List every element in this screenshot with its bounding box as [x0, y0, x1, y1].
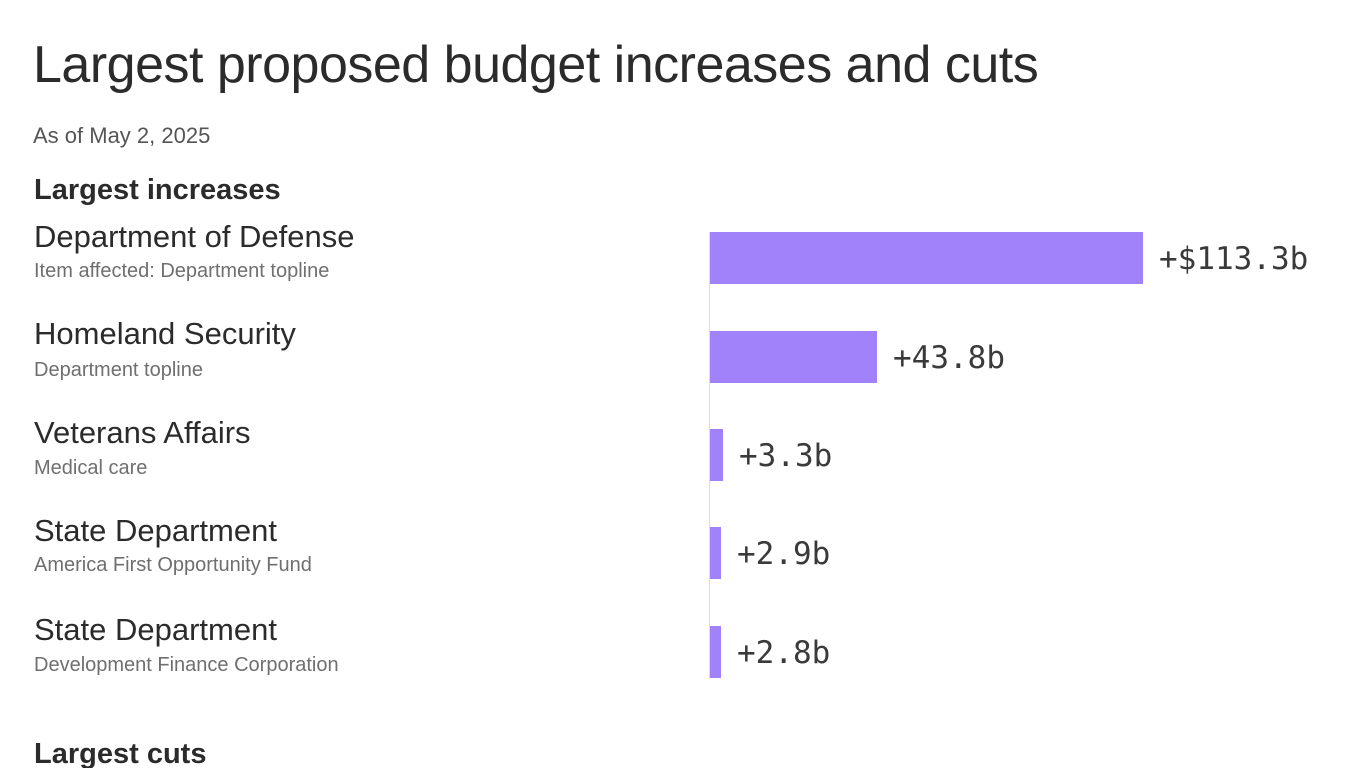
value-label-homeland-security: +43.8b	[893, 340, 1005, 376]
chart-subtitle: As of May 2, 2025	[33, 123, 211, 148]
chart-title: Largest proposed budget increases and cu…	[33, 36, 1039, 94]
bar-homeland-security	[710, 331, 877, 383]
bars-layer: +$113.3b +43.8b +3.3b +2.9b +2.8b	[710, 232, 1308, 678]
value-label-state-opportunity-fund: +2.9b	[737, 536, 830, 572]
value-label-state-development-finance: +2.8b	[737, 635, 830, 671]
increases-heading: Largest increases	[34, 174, 281, 206]
bar-veterans-affairs	[710, 429, 723, 481]
row-label-homeland-security: Homeland Security	[34, 316, 296, 351]
cuts-heading: Largest cuts	[34, 738, 207, 768]
row-sublabel-state-development-finance: Development Finance Corporation	[34, 654, 339, 676]
row-sublabel-defense: Item affected: Department topline	[34, 260, 330, 282]
row-label-defense: Department of Defense	[34, 219, 355, 254]
row-sublabel-veterans-affairs: Medical care	[34, 457, 148, 479]
bar-state-development-finance	[710, 626, 721, 678]
value-label-defense: +$113.3b	[1159, 241, 1308, 277]
row-sublabel-homeland-security: Department topline	[34, 359, 203, 381]
bar-state-opportunity-fund	[710, 527, 721, 579]
value-label-veterans-affairs: +3.3b	[739, 438, 832, 474]
row-label-veterans-affairs: Veterans Affairs	[34, 415, 251, 450]
row-sublabel-state-opportunity-fund: America First Opportunity Fund	[34, 554, 312, 576]
row-label-state-opportunity-fund: State Department	[34, 513, 277, 548]
bar-defense	[710, 232, 1143, 284]
row-label-state-development-finance: State Department	[34, 612, 277, 647]
